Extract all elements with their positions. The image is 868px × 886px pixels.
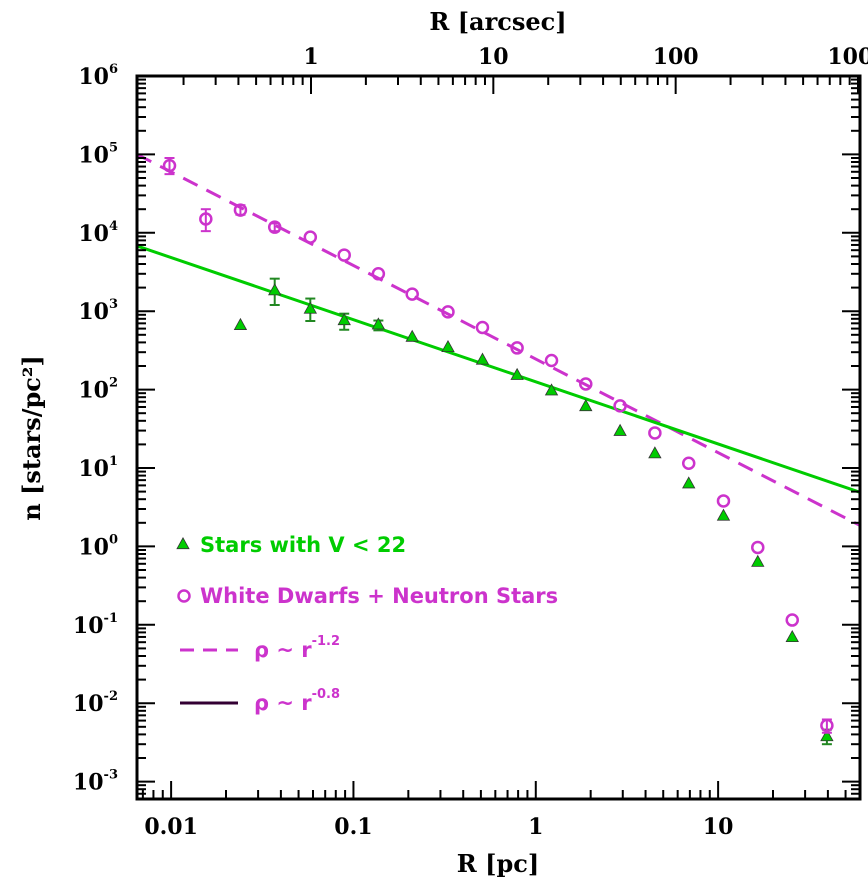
triangle-point <box>337 313 351 326</box>
triangle-point <box>303 301 317 314</box>
legend-label: ρ ~ r-0.8 <box>254 687 340 715</box>
legend-exponent: -0.8 <box>312 687 340 702</box>
x-axis-label: R [pc] <box>457 849 539 878</box>
data-points <box>162 156 834 746</box>
y-axis-label: n [stars/pc²] <box>17 355 46 521</box>
triangle-point <box>176 537 190 550</box>
ticks <box>137 75 861 800</box>
triangle-point <box>785 629 799 643</box>
y-tick-exponent: 0 <box>109 532 118 547</box>
triangle-point <box>648 446 662 459</box>
x-tick-label: 0.01 <box>144 814 198 840</box>
triangle-point <box>233 317 248 330</box>
y-tick-exponent: 3 <box>109 297 118 312</box>
x-tick-label: 10 <box>703 814 734 840</box>
top-tick-label: 100 <box>653 44 699 70</box>
circle-point <box>371 267 386 281</box>
circle-point <box>199 212 213 226</box>
circle-point <box>716 494 731 508</box>
triangle-point <box>751 554 765 567</box>
y-tick-label: 10-2 <box>73 689 118 717</box>
top-tick-label: 1 <box>303 44 318 70</box>
legend-entry: Stars with V < 22 <box>176 533 406 557</box>
y-tick-label: 104 <box>78 219 118 247</box>
triangle-point <box>371 317 386 330</box>
triangle-point <box>716 508 731 521</box>
circle-point <box>544 353 559 368</box>
x-tick-label: 0.1 <box>334 814 372 840</box>
circle-point <box>785 613 799 627</box>
circle-point <box>613 399 627 413</box>
legend-entry: ρ ~ r-0.8 <box>180 687 340 715</box>
fit-line-dashed <box>136 153 861 527</box>
y-tick-label: 103 <box>78 297 118 325</box>
series-stars-v22 <box>233 277 834 746</box>
triangle-point <box>579 399 593 412</box>
circle-point <box>337 248 351 262</box>
y-tick-label: 100 <box>78 532 118 560</box>
y-tick-exponent: -3 <box>104 768 118 783</box>
legend: Stars with V < 22 White Dwarfs + Neutron … <box>176 533 558 715</box>
fit-lines <box>136 153 861 527</box>
top-tick-label: 10 <box>478 44 509 70</box>
circle-point <box>681 456 696 470</box>
y-tick-exponent: 2 <box>109 376 118 391</box>
top-tick-label: 1000 <box>827 44 868 70</box>
triangle-point <box>682 476 696 489</box>
circle-point <box>751 540 765 555</box>
circle-point <box>441 305 455 319</box>
circle-point <box>405 287 419 301</box>
triangle-point <box>820 729 834 742</box>
circle-point <box>510 341 524 355</box>
legend-label: ρ ~ r-1.2 <box>254 634 340 662</box>
legend-entry: White Dwarfs + Neutron Stars <box>177 584 558 608</box>
y-tick-label: 101 <box>78 454 118 482</box>
fit-line-solid <box>136 244 861 494</box>
triangle-point <box>544 383 559 396</box>
triangle-point <box>441 339 455 353</box>
y-tick-exponent: 6 <box>109 62 118 77</box>
triangle-point <box>268 283 282 296</box>
circle-point <box>303 230 318 244</box>
circle-point <box>475 320 490 335</box>
circle-point <box>267 220 282 234</box>
y-tick-exponent: 5 <box>109 140 118 155</box>
y-tick-label: 10-1 <box>73 611 118 639</box>
y-tick-label: 10-3 <box>73 768 118 796</box>
y-tick-label: 106 <box>78 62 118 90</box>
triangle-point <box>475 352 490 365</box>
y-tick-exponent: -2 <box>104 689 118 704</box>
legend-label: White Dwarfs + Neutron Stars <box>200 584 558 608</box>
tick-labels: 0.010.1110110100100010-310-210-110010110… <box>73 44 868 840</box>
triangle-point <box>510 367 524 380</box>
plot-frame <box>135 74 862 801</box>
axes <box>135 74 862 801</box>
legend-label: Stars with V < 22 <box>200 533 406 557</box>
y-tick-exponent: -1 <box>104 611 118 626</box>
circle-point <box>233 203 248 217</box>
legend-exponent: -1.2 <box>312 634 340 649</box>
triangle-point <box>613 423 627 436</box>
y-tick-label: 102 <box>78 376 118 404</box>
circle-point <box>820 718 834 733</box>
top-axis-label: R [arcsec] <box>429 7 566 36</box>
legend-entry: ρ ~ r-1.2 <box>180 634 340 662</box>
legend-circle-marker <box>177 589 191 603</box>
x-tick-label: 1 <box>528 814 543 840</box>
circle-point <box>579 377 593 391</box>
circle-point <box>162 158 177 173</box>
y-tick-exponent: 4 <box>109 219 118 234</box>
circle-point <box>648 426 662 440</box>
series-white-dwarfs-neutron-stars <box>162 156 834 734</box>
y-tick-label: 105 <box>78 140 118 168</box>
triangle-point <box>405 329 419 342</box>
y-tick-exponent: 1 <box>109 454 118 469</box>
